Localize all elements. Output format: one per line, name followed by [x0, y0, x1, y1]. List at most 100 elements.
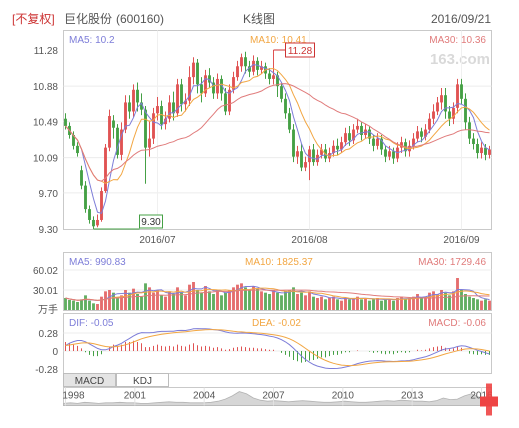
volume-bar	[68, 300, 71, 310]
volume-bar	[144, 283, 147, 310]
volume-bar	[460, 290, 463, 310]
tab-label: KDJ	[133, 376, 152, 387]
macd-tick-label: 0.28	[39, 329, 59, 340]
candle-body	[380, 138, 383, 150]
volume-bar	[488, 300, 491, 310]
candle-body	[80, 170, 83, 186]
candle-body	[132, 89, 135, 112]
candle-body	[468, 122, 471, 139]
volume-bar	[276, 292, 279, 310]
volume-bar	[268, 294, 271, 310]
volume-bar	[336, 299, 339, 310]
candle-body	[168, 102, 171, 119]
price-tick-label: 10.09	[33, 154, 58, 165]
candle-body	[356, 125, 359, 130]
tab-label: MACD	[75, 376, 104, 387]
price-tick-label: 10.88	[33, 82, 58, 93]
volume-bar	[332, 296, 335, 310]
volume-bar	[96, 304, 99, 310]
candle-body	[416, 131, 419, 139]
volume-bar	[160, 295, 163, 310]
volume-bar	[328, 298, 331, 310]
volume-bar	[440, 290, 443, 310]
candle-body	[340, 142, 343, 150]
volume-tick-label: 30.01	[33, 286, 58, 297]
candle-body	[296, 151, 299, 157]
stock-name: 巨化股份	[64, 12, 112, 26]
volume-bar	[480, 300, 483, 310]
volume-tick-label: 60.02	[33, 266, 58, 277]
ma5-legend: MA5: 10.2	[69, 35, 115, 46]
volume-bar	[80, 299, 83, 310]
volume-bar	[164, 296, 167, 310]
candle-body	[188, 77, 191, 101]
dif-line	[65, 328, 490, 369]
volume-bar	[368, 300, 371, 310]
candle-body	[192, 62, 195, 78]
volume-bar	[304, 295, 307, 310]
overview-area	[63, 391, 486, 406]
volume-bar	[176, 287, 179, 310]
volume-bar	[436, 294, 439, 310]
ma5-line	[65, 63, 490, 214]
tab-kdj[interactable]: KDJ	[116, 373, 169, 388]
candle-body	[244, 57, 247, 67]
candle-body	[472, 138, 475, 145]
candle-body	[144, 109, 147, 148]
volume-ma10-legend: MA10: 1825.37	[245, 257, 313, 268]
volume-bar	[204, 286, 207, 310]
candle-body	[272, 75, 275, 79]
volume-bar	[420, 298, 423, 310]
overview-year-label: 2004	[193, 391, 216, 402]
volume-bar	[404, 299, 407, 310]
candle-body	[204, 75, 207, 94]
candle-body	[140, 102, 143, 110]
volume-bar	[88, 300, 91, 310]
candle-body	[64, 118, 67, 126]
range-handle[interactable]	[480, 383, 498, 416]
candle-body	[172, 102, 175, 114]
volume-bar	[172, 294, 175, 310]
candle-body	[300, 151, 303, 168]
volume-bar	[212, 294, 215, 310]
candle-body	[280, 86, 283, 99]
volume-bar	[224, 292, 227, 310]
candle-body	[108, 115, 111, 148]
candle-body	[480, 147, 483, 154]
volume-bar	[408, 298, 411, 310]
candle-body	[236, 66, 239, 78]
volume-bar	[136, 294, 139, 310]
candle-body	[120, 129, 123, 155]
candle-body	[460, 84, 463, 99]
candle-body	[448, 111, 451, 119]
high-marker-label: 11.28	[288, 46, 313, 57]
price-panel-frame	[63, 30, 492, 230]
candle-body	[124, 102, 127, 130]
candle-body	[376, 138, 379, 146]
volume-panel-frame	[63, 252, 492, 311]
candle-body	[116, 127, 119, 155]
volume-bar	[264, 292, 267, 310]
high-marker-box	[285, 42, 315, 58]
volume-bar	[352, 298, 355, 310]
dif-legend: DIF: -0.05	[69, 318, 114, 329]
tab-macd[interactable]: MACD	[63, 373, 116, 388]
volume-bar	[320, 296, 323, 310]
candle-body	[440, 95, 443, 103]
volume-bar	[244, 287, 247, 310]
volume-bar	[200, 292, 203, 310]
volume-bar	[376, 298, 379, 310]
price-tick-label: 9.70	[39, 189, 59, 200]
volume-bar	[300, 292, 303, 310]
watermark: 163.com	[430, 51, 490, 68]
volume-bar	[412, 296, 415, 310]
volume-bar	[472, 298, 475, 310]
volume-bar	[76, 302, 79, 310]
volume-bar	[240, 283, 243, 310]
volume-bar	[236, 284, 239, 310]
date-tick-label: 2016/07	[139, 235, 176, 246]
candle-body	[252, 60, 255, 72]
candle-body	[208, 75, 211, 83]
candle-body	[260, 66, 263, 70]
